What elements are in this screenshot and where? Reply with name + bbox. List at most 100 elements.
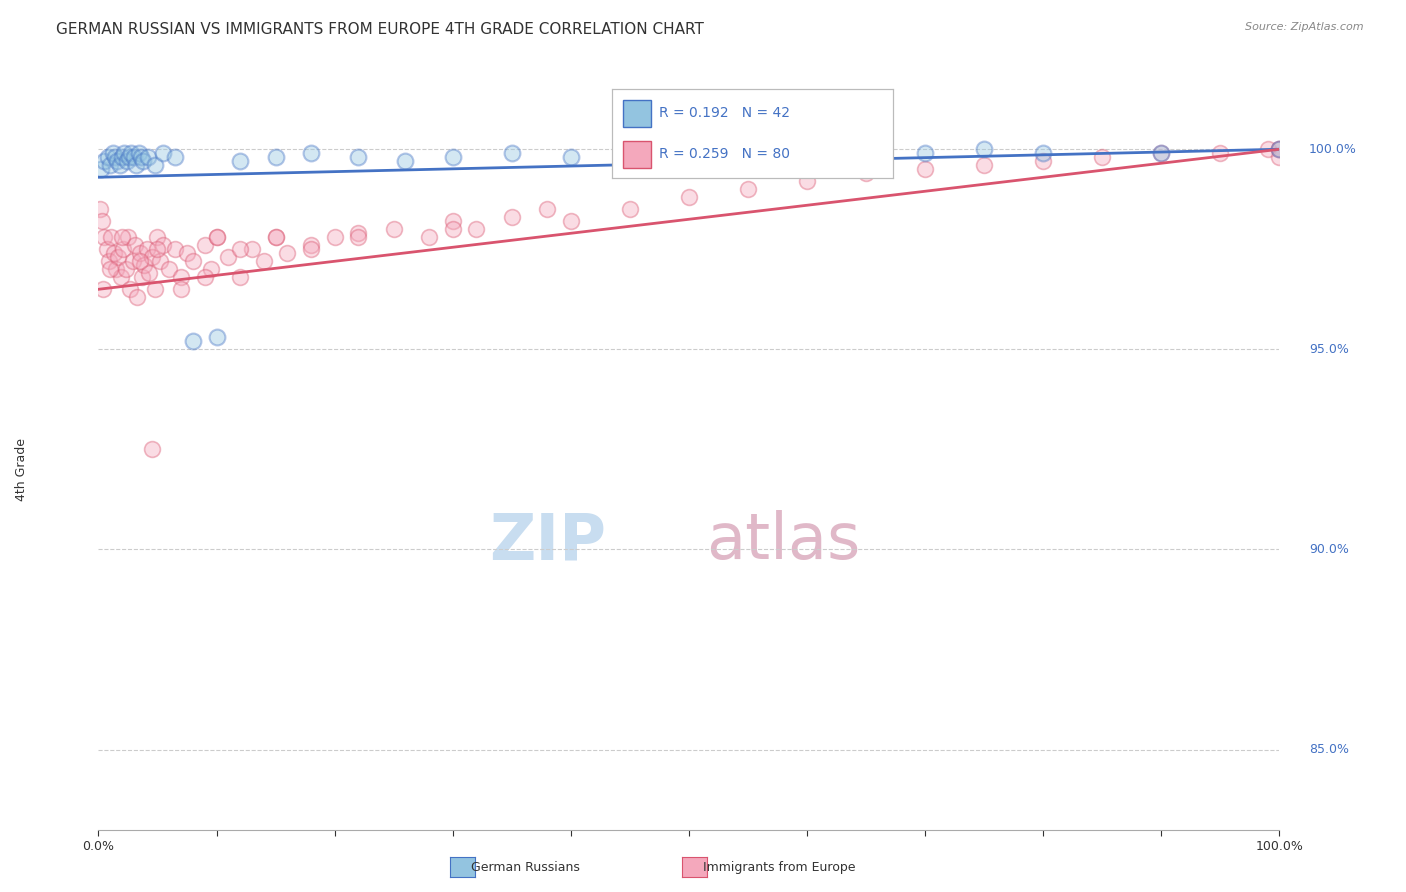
Point bbox=[132, 154, 155, 169]
Point bbox=[129, 150, 152, 164]
Point bbox=[205, 330, 228, 344]
Point bbox=[157, 262, 180, 277]
Point bbox=[418, 230, 440, 244]
Point bbox=[1209, 146, 1232, 161]
Point bbox=[347, 227, 370, 241]
Point bbox=[253, 254, 276, 268]
Point bbox=[181, 254, 204, 268]
Point bbox=[125, 158, 148, 172]
Point bbox=[90, 162, 112, 177]
Point bbox=[89, 202, 111, 217]
Point bbox=[347, 150, 370, 164]
Point bbox=[128, 246, 150, 260]
Point bbox=[127, 290, 149, 304]
Point bbox=[138, 266, 160, 280]
Point bbox=[96, 242, 118, 256]
Point bbox=[124, 238, 146, 252]
Point bbox=[229, 154, 252, 169]
Point bbox=[134, 258, 156, 272]
Text: GERMAN RUSSIAN VS IMMIGRANTS FROM EUROPE 4TH GRADE CORRELATION CHART: GERMAN RUSSIAN VS IMMIGRANTS FROM EUROPE… bbox=[56, 22, 704, 37]
Point bbox=[115, 154, 138, 169]
Point bbox=[146, 242, 169, 256]
Point bbox=[678, 190, 700, 204]
Point bbox=[501, 146, 523, 161]
Point bbox=[181, 334, 204, 349]
Text: Source: ZipAtlas.com: Source: ZipAtlas.com bbox=[1246, 22, 1364, 32]
Point bbox=[165, 150, 187, 164]
Point bbox=[143, 282, 166, 296]
Bar bbox=[623, 100, 651, 127]
Point bbox=[136, 150, 159, 164]
Point bbox=[117, 230, 139, 244]
Point bbox=[796, 146, 818, 161]
Point bbox=[146, 230, 169, 244]
Text: R = 0.259   N = 80: R = 0.259 N = 80 bbox=[659, 147, 790, 161]
Point bbox=[141, 250, 163, 264]
Point bbox=[101, 146, 124, 161]
Text: atlas: atlas bbox=[706, 510, 860, 573]
Point bbox=[107, 250, 129, 264]
Point bbox=[1257, 142, 1279, 156]
Point bbox=[1091, 150, 1114, 164]
Point bbox=[1268, 142, 1291, 156]
Text: 95.0%: 95.0% bbox=[1309, 343, 1348, 356]
Point bbox=[200, 262, 222, 277]
Point bbox=[128, 254, 150, 268]
Point bbox=[120, 282, 142, 296]
Point bbox=[98, 158, 121, 172]
Point bbox=[152, 238, 174, 252]
Point bbox=[264, 230, 287, 244]
Text: 90.0%: 90.0% bbox=[1309, 543, 1348, 556]
Point bbox=[100, 230, 122, 244]
Point bbox=[205, 230, 228, 244]
Point bbox=[1268, 142, 1291, 156]
Point bbox=[97, 150, 120, 164]
Point bbox=[121, 146, 143, 161]
Point bbox=[973, 158, 995, 172]
Point bbox=[299, 238, 322, 252]
Point bbox=[103, 246, 125, 260]
Point bbox=[112, 146, 135, 161]
Point bbox=[441, 150, 464, 164]
Point bbox=[110, 270, 132, 285]
Point bbox=[98, 262, 121, 277]
Point bbox=[149, 254, 172, 268]
Point bbox=[264, 150, 287, 164]
Point bbox=[560, 214, 582, 228]
Point bbox=[105, 154, 128, 169]
Point bbox=[176, 246, 198, 260]
Point bbox=[141, 442, 163, 457]
Point bbox=[441, 222, 464, 236]
Point bbox=[1268, 142, 1291, 156]
Point bbox=[111, 230, 134, 244]
Point bbox=[560, 150, 582, 164]
Point bbox=[112, 242, 135, 256]
Point bbox=[855, 166, 877, 180]
Point bbox=[678, 146, 700, 161]
Point bbox=[737, 182, 759, 196]
Point bbox=[143, 158, 166, 172]
Point bbox=[108, 158, 131, 172]
Point bbox=[394, 154, 416, 169]
Text: ZIP: ZIP bbox=[489, 510, 606, 573]
Point bbox=[914, 146, 936, 161]
Point bbox=[323, 230, 346, 244]
Point bbox=[194, 270, 217, 285]
Point bbox=[382, 222, 405, 236]
Bar bbox=[623, 141, 651, 168]
Point bbox=[118, 150, 141, 164]
Point bbox=[536, 202, 558, 217]
Point bbox=[93, 230, 115, 244]
Point bbox=[1150, 146, 1173, 161]
Point bbox=[205, 230, 228, 244]
Point bbox=[111, 150, 134, 164]
Point bbox=[135, 242, 157, 256]
Point bbox=[465, 222, 488, 236]
Point bbox=[1268, 150, 1291, 164]
Point bbox=[299, 242, 322, 256]
Point bbox=[104, 150, 127, 164]
Point bbox=[93, 154, 115, 169]
Point bbox=[737, 150, 759, 164]
Point bbox=[194, 238, 217, 252]
Point bbox=[114, 262, 136, 277]
